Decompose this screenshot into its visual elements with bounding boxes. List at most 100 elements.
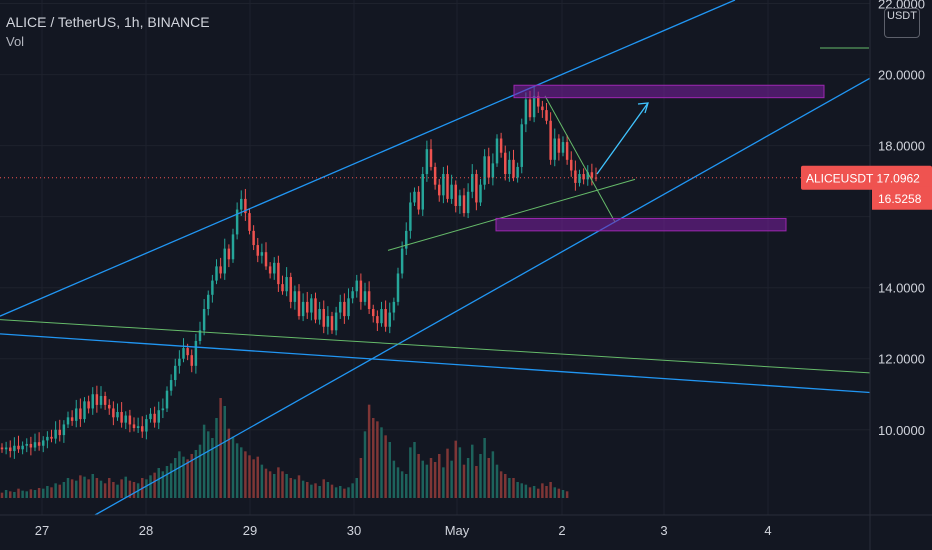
volume-bar (0, 492, 4, 498)
volume-bar (281, 471, 284, 498)
candle-body (557, 138, 561, 153)
volume-bar (438, 454, 441, 498)
price-axis[interactable]: 22.0000 20.0000 18.0000 14.0000 12.0000 10.00… (869, 0, 925, 550)
candle-body (157, 410, 160, 423)
level-tag-label: 16.5258 (878, 192, 922, 206)
volume-bar (499, 471, 503, 498)
candle-body (504, 152, 507, 175)
symbol-tag-label: ALICEUSDT 17.0962 (806, 172, 920, 186)
candle-body (359, 280, 363, 302)
volume-bar (504, 474, 507, 498)
candle-body (108, 404, 111, 409)
price-tick-label: 12.0000 (878, 352, 925, 367)
candle-body (165, 390, 169, 409)
candle-body (310, 298, 313, 313)
candle-body (537, 95, 540, 107)
price-tick-label: 22.0000 (878, 0, 925, 12)
candle-body (124, 415, 127, 423)
volume-bar (306, 482, 309, 498)
volume-bar (66, 478, 70, 498)
volume-bar (561, 490, 565, 498)
volume-bar (392, 460, 396, 498)
candle-body (483, 156, 486, 185)
candle-body (190, 355, 193, 366)
candle-body (458, 195, 462, 206)
volume-bar (87, 479, 90, 498)
candle-body (116, 412, 119, 418)
candle-body (376, 316, 379, 324)
candle-body (532, 95, 536, 118)
candle-body (66, 417, 70, 425)
candle-body (281, 284, 284, 292)
candle-body (169, 380, 173, 391)
symbol-title[interactable]: ALICE / TetherUS, 1h, BINANCE (6, 14, 210, 30)
candle-body (0, 447, 4, 450)
volume-bar (248, 455, 251, 498)
volume-bar (103, 483, 107, 498)
volume-bar (310, 484, 313, 498)
volume-bar (145, 479, 148, 498)
volume-bar (405, 474, 408, 498)
volume-bar (244, 451, 247, 498)
candle-body (33, 442, 37, 448)
volume-bar (116, 484, 119, 498)
candle-body (207, 294, 210, 309)
chart-drawings (0, 0, 871, 516)
candle-body (400, 248, 404, 274)
candle-body (112, 408, 115, 418)
candle-body (128, 415, 132, 425)
candle-body (508, 159, 511, 175)
volume-bar (339, 486, 342, 498)
candle-body (450, 184, 453, 199)
date-tick-label: 4 (764, 523, 771, 538)
candle-body (487, 156, 490, 178)
volume-label[interactable]: Vol (6, 34, 25, 49)
volume-bars (0, 398, 569, 498)
candle-body (475, 174, 478, 203)
candle-body (343, 301, 346, 317)
candle-body (178, 358, 181, 366)
candle-body (13, 445, 16, 452)
date-tick-label: 27 (35, 523, 49, 538)
volume-bar (301, 480, 305, 498)
chart-legend: ALICE / TetherUS, 1h, BINANCE Vol (6, 14, 210, 49)
candle-body (103, 396, 107, 405)
volume-bar (318, 486, 321, 498)
candle-body (211, 280, 214, 295)
volume-bar (153, 472, 156, 498)
candle-body (240, 198, 243, 210)
volume-bar (227, 428, 231, 498)
candle-body (574, 170, 577, 183)
candle-body (586, 172, 589, 180)
currency-badge[interactable]: USDT (884, 8, 920, 38)
volume-bar (112, 482, 115, 498)
candle-body (260, 252, 264, 256)
candle-body (565, 142, 569, 160)
volume-bar (260, 464, 264, 498)
volume-bar (95, 478, 99, 498)
volume-bar (421, 460, 424, 498)
volume-bar (25, 491, 28, 498)
volume-bar (413, 442, 416, 498)
candle-body (174, 365, 177, 381)
candle-body (421, 174, 424, 210)
candle-body (545, 110, 548, 121)
volume-bar (462, 464, 466, 498)
last-price-tag (801, 165, 932, 190)
candle-body (4, 447, 8, 450)
time-axis[interactable]: 27 28 29 30 May 2 3 4 (0, 514, 932, 538)
candle-body (37, 442, 41, 446)
candle-body (9, 447, 12, 452)
candle-body (21, 445, 24, 450)
volume-bar (537, 488, 540, 498)
candle-body (491, 163, 495, 178)
volume-bar (198, 444, 202, 498)
candle-body (54, 429, 57, 439)
volume-bar (194, 450, 198, 498)
volume-bar (190, 454, 193, 498)
candle-body (182, 348, 185, 359)
volume-bar (37, 488, 41, 498)
candle-body (425, 149, 429, 175)
